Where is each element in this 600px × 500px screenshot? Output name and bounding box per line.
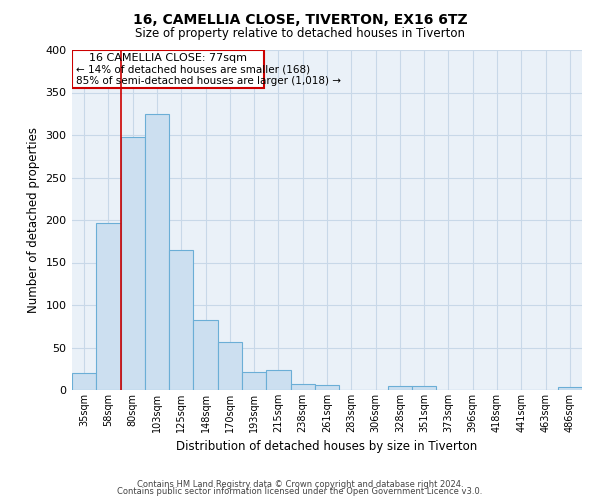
Bar <box>558 388 582 390</box>
Text: 16, CAMELLIA CLOSE, TIVERTON, EX16 6TZ: 16, CAMELLIA CLOSE, TIVERTON, EX16 6TZ <box>133 12 467 26</box>
Bar <box>266 370 290 390</box>
Bar <box>121 136 145 390</box>
Text: 85% of semi-detached houses are larger (1,018) →: 85% of semi-detached houses are larger (… <box>76 76 341 86</box>
X-axis label: Distribution of detached houses by size in Tiverton: Distribution of detached houses by size … <box>176 440 478 454</box>
Bar <box>169 250 193 390</box>
Bar <box>290 384 315 390</box>
FancyBboxPatch shape <box>72 50 264 88</box>
Bar <box>388 386 412 390</box>
Bar <box>315 385 339 390</box>
Text: Size of property relative to detached houses in Tiverton: Size of property relative to detached ho… <box>135 28 465 40</box>
Bar <box>242 372 266 390</box>
Text: ← 14% of detached houses are smaller (168): ← 14% of detached houses are smaller (16… <box>76 64 310 74</box>
Bar <box>218 342 242 390</box>
Bar <box>193 320 218 390</box>
Y-axis label: Number of detached properties: Number of detached properties <box>27 127 40 313</box>
Bar <box>96 222 121 390</box>
Text: Contains public sector information licensed under the Open Government Licence v3: Contains public sector information licen… <box>118 487 482 496</box>
Bar <box>72 373 96 390</box>
Text: 16 CAMELLIA CLOSE: 77sqm: 16 CAMELLIA CLOSE: 77sqm <box>89 52 247 62</box>
Bar <box>412 386 436 390</box>
Bar <box>145 114 169 390</box>
Text: Contains HM Land Registry data © Crown copyright and database right 2024.: Contains HM Land Registry data © Crown c… <box>137 480 463 489</box>
